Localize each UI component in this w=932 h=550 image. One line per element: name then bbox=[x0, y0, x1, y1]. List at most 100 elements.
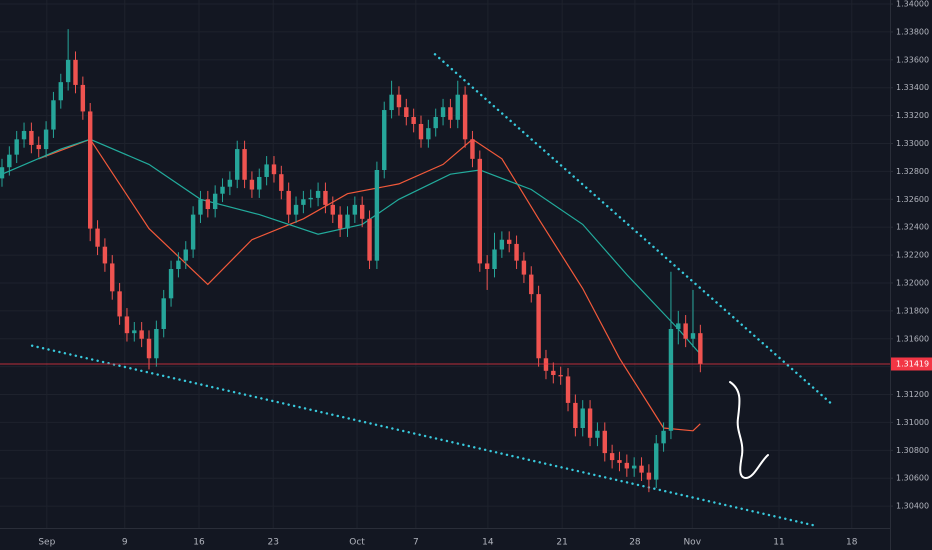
candle-body bbox=[146, 338, 152, 359]
candle-body bbox=[58, 82, 63, 101]
candle-body bbox=[639, 465, 644, 473]
candle-body bbox=[352, 204, 358, 215]
candle-body bbox=[587, 408, 593, 438]
candle-body bbox=[404, 107, 409, 118]
last-price-box bbox=[891, 357, 932, 371]
candle-body bbox=[235, 149, 240, 180]
candle-body bbox=[624, 462, 630, 469]
candle-body bbox=[315, 190, 321, 198]
indicators bbox=[1, 53, 832, 527]
y-tick-label: 1.32400 bbox=[896, 223, 929, 232]
x-tick-label: 14 bbox=[482, 538, 494, 548]
candle-body bbox=[80, 84, 86, 112]
candle-body bbox=[543, 358, 549, 371]
candle-body bbox=[595, 430, 600, 438]
candle-body bbox=[73, 59, 78, 85]
y-tick-label: 1.32800 bbox=[896, 167, 929, 176]
candle-body bbox=[14, 139, 19, 155]
candle-body bbox=[573, 402, 578, 429]
last-price-label: 1.31419 bbox=[896, 359, 929, 368]
candle-body bbox=[43, 129, 49, 150]
candle-body bbox=[102, 246, 108, 264]
candle-body bbox=[499, 239, 505, 250]
y-tick-label: 1.32600 bbox=[896, 195, 929, 204]
candle-body bbox=[411, 117, 416, 124]
y-tick-label: 1.31800 bbox=[896, 306, 929, 315]
candle-body bbox=[110, 263, 115, 292]
candle-body bbox=[161, 298, 166, 329]
x-tick-label: 28 bbox=[629, 538, 641, 548]
trendline bbox=[433, 53, 832, 405]
candle-body bbox=[308, 197, 313, 200]
y-tick-label: 1.30400 bbox=[896, 502, 929, 511]
candle-body bbox=[271, 164, 277, 175]
candle-body bbox=[117, 291, 122, 317]
candle-body bbox=[359, 204, 365, 219]
y-tick-label: 1.33400 bbox=[896, 83, 929, 92]
candle-body bbox=[337, 214, 343, 229]
candle-body bbox=[286, 190, 291, 215]
candle-body bbox=[29, 130, 34, 145]
candle-body bbox=[609, 453, 615, 461]
candle-body bbox=[551, 370, 556, 376]
trendline bbox=[30, 344, 817, 527]
candle-body bbox=[95, 228, 100, 247]
candle-body bbox=[565, 376, 571, 403]
candle-body bbox=[330, 204, 335, 215]
candle-body bbox=[654, 443, 659, 480]
candle-body bbox=[690, 333, 696, 339]
candle-body bbox=[617, 460, 622, 463]
candle-body bbox=[249, 179, 255, 190]
candle-body bbox=[87, 111, 93, 229]
candle-body bbox=[374, 170, 380, 261]
candle-body bbox=[631, 465, 637, 469]
candle-body bbox=[661, 430, 666, 444]
x-tick-label: 23 bbox=[268, 538, 279, 548]
candle-body bbox=[183, 249, 188, 261]
candle-body bbox=[227, 179, 233, 187]
x-tick-label: 18 bbox=[846, 538, 858, 548]
y-tick-label: 1.34000 bbox=[896, 0, 929, 9]
x-tick-label: 11 bbox=[773, 538, 784, 548]
y-tick-label: 1.31000 bbox=[896, 418, 929, 427]
candle-body bbox=[418, 123, 424, 140]
candle-body bbox=[257, 176, 262, 190]
y-tick-label: 1.33200 bbox=[896, 111, 929, 120]
candle-body bbox=[683, 323, 688, 339]
candle-body bbox=[7, 154, 12, 168]
candle-body bbox=[190, 214, 196, 250]
candle-body bbox=[382, 110, 387, 171]
candle-body bbox=[455, 94, 460, 120]
candle-body bbox=[507, 239, 512, 244]
candle-body bbox=[176, 260, 181, 270]
candle-body bbox=[293, 204, 299, 215]
x-tick-label: 9 bbox=[122, 538, 128, 548]
candle-body bbox=[521, 260, 527, 275]
candle-body bbox=[139, 330, 144, 339]
moving-average bbox=[1, 138, 701, 355]
candle-body bbox=[367, 218, 372, 261]
candle-body bbox=[558, 375, 563, 377]
candle-body bbox=[492, 249, 497, 270]
candle-body bbox=[21, 130, 27, 140]
candle-body bbox=[279, 174, 284, 191]
candle-body bbox=[396, 94, 402, 108]
x-tick-label: Oct bbox=[349, 538, 365, 548]
candle-body bbox=[646, 472, 652, 480]
candle-body bbox=[205, 199, 211, 210]
candle-body bbox=[484, 263, 490, 270]
candle-body bbox=[580, 408, 585, 429]
x-tick-label: 7 bbox=[413, 538, 419, 548]
candle-body bbox=[242, 149, 247, 180]
candle-body bbox=[51, 100, 56, 130]
x-tick-label: Sep bbox=[38, 538, 55, 548]
candles bbox=[0, 29, 703, 493]
hand-drawn-arrow bbox=[729, 381, 769, 480]
candle-body bbox=[154, 328, 159, 359]
candle-body bbox=[345, 214, 350, 229]
x-tick-label: 21 bbox=[556, 538, 567, 548]
candle-body bbox=[602, 430, 607, 454]
